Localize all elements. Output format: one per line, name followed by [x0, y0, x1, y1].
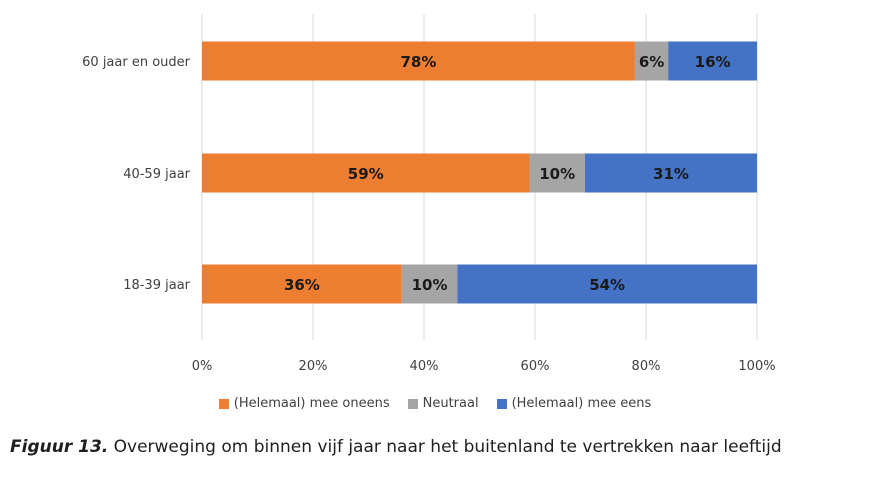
data-label: 10%	[412, 276, 448, 294]
legend-item: (Helemaal) mee eens	[496, 396, 652, 411]
bar-segment	[202, 264, 402, 304]
x-tick-label: 80%	[632, 359, 661, 374]
chart-legend: (Helemaal) mee oneens Neutraal (Helemaal) …	[0, 396, 870, 411]
legend-label: (Helemaal) mee eens	[511, 396, 652, 411]
legend-label: Neutraal	[422, 396, 479, 411]
legend-swatch	[407, 398, 418, 409]
data-label: 54%	[589, 276, 625, 294]
legend-label: (Helemaal) mee oneens	[233, 396, 390, 411]
data-label: 36%	[284, 276, 320, 294]
stacked-bar-chart: 0% 20% 40% 60% 80% 100% 60 jaar en ouder 78% 6% 1…	[82, 14, 776, 374]
category-label: 40-59 jaar	[123, 167, 190, 182]
figure-caption-text: Overweging om binnen vijf jaar naar het …	[108, 437, 782, 457]
data-label: 16%	[695, 53, 731, 71]
figure-label: Figuur 13.	[10, 437, 109, 457]
figure-caption: Figuur 13. Overweging om binnen vijf jaa…	[10, 437, 782, 457]
x-tick-label: 40%	[410, 359, 439, 374]
bar-segment	[401, 264, 458, 304]
bar-segment	[457, 264, 757, 304]
x-tick-label: 100%	[738, 359, 775, 374]
data-label: 31%	[653, 165, 689, 183]
bar-segment	[584, 153, 757, 193]
x-tick-label: 0%	[192, 359, 213, 374]
bar-segment	[634, 41, 669, 81]
legend-swatch	[218, 398, 229, 409]
x-tick-label: 60%	[521, 359, 550, 374]
bar-segment	[529, 153, 585, 193]
data-label: 59%	[348, 165, 384, 183]
category-label: 18-39 jaar	[123, 278, 190, 293]
bar-segment	[668, 41, 757, 81]
legend-item: Neutraal	[407, 396, 479, 411]
data-label: 10%	[539, 165, 575, 183]
legend-item: (Helemaal) mee oneens	[218, 396, 390, 411]
x-tick-label: 20%	[299, 359, 328, 374]
category-label: 60 jaar en ouder	[82, 55, 191, 70]
data-label: 6%	[639, 53, 664, 71]
legend-swatch	[496, 398, 507, 409]
data-label: 78%	[400, 53, 436, 71]
bar-segment	[202, 41, 635, 81]
bar-segment	[202, 153, 530, 193]
